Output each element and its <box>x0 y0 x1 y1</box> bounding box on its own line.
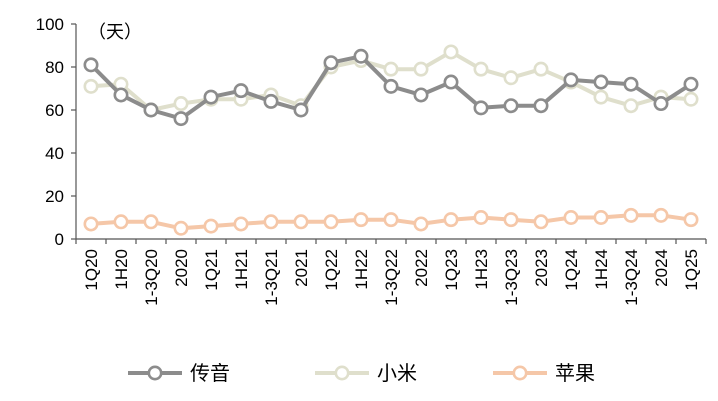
x-tick-label: 1-3Q21 <box>262 249 281 306</box>
data-point <box>653 96 669 112</box>
y-tick-label: 0 <box>55 230 64 249</box>
legend-item: 传音 <box>128 361 230 385</box>
x-tick-label: 1Q22 <box>322 249 341 291</box>
data-point <box>503 212 519 228</box>
data-point <box>683 212 699 228</box>
x-tick-label: 1Q25 <box>682 249 701 291</box>
data-point <box>683 91 699 107</box>
data-point <box>653 207 669 223</box>
y-tick-label: 60 <box>45 101 64 120</box>
axes: 0 20 40 60 80 100 1Q20 1H20 1-3Q20 2020 1Q21 1H21 1-… <box>36 15 707 306</box>
x-tick-label: 2024 <box>652 249 671 287</box>
data-point <box>563 72 579 88</box>
data-point <box>533 61 549 77</box>
series-layer <box>83 44 699 236</box>
data-point <box>113 214 129 230</box>
data-point <box>443 44 459 60</box>
data-point <box>503 98 519 114</box>
series-0 <box>83 48 699 127</box>
data-point <box>173 96 189 112</box>
data-point <box>353 48 369 64</box>
data-point <box>623 98 639 114</box>
data-point <box>293 214 309 230</box>
data-point <box>203 89 219 105</box>
x-tick-label: 2022 <box>412 249 431 287</box>
x-tick-label: 1-3Q22 <box>382 249 401 306</box>
x-tick-label: 1-3Q20 <box>142 249 161 306</box>
data-point <box>233 216 249 232</box>
data-point <box>83 78 99 94</box>
data-point <box>173 111 189 127</box>
data-point <box>263 214 279 230</box>
data-point <box>383 78 399 94</box>
data-point <box>83 57 99 73</box>
y-tick-label: 100 <box>36 15 64 34</box>
data-point <box>323 55 339 71</box>
data-point <box>233 83 249 99</box>
data-point <box>623 207 639 223</box>
x-tick-label: 1H21 <box>232 249 251 290</box>
data-point <box>413 216 429 232</box>
data-point <box>563 210 579 226</box>
legend: 传音 小米 苹果 <box>128 361 595 385</box>
data-point <box>593 210 609 226</box>
data-point <box>503 70 519 86</box>
data-point <box>533 214 549 230</box>
x-tick-label: 2021 <box>292 249 311 287</box>
data-point <box>293 102 309 118</box>
data-point <box>533 98 549 114</box>
legend-item: 苹果 <box>493 361 595 385</box>
x-tick-label: 1Q20 <box>82 249 101 291</box>
legend-swatch-marker <box>334 365 350 381</box>
y-unit-label: （天） <box>88 22 142 43</box>
data-point <box>593 74 609 90</box>
data-point <box>323 214 339 230</box>
legend-label: 传音 <box>190 361 230 385</box>
data-point <box>443 212 459 228</box>
x-tick-label: 1-3Q24 <box>622 249 641 306</box>
data-point <box>443 74 459 90</box>
legend-item: 小米 <box>315 361 417 385</box>
series-2 <box>83 207 699 236</box>
data-point <box>173 220 189 236</box>
data-point <box>473 100 489 116</box>
data-point <box>143 102 159 118</box>
y-tick-label: 40 <box>45 144 64 163</box>
x-tick-label: 2020 <box>172 249 191 287</box>
data-point <box>113 87 129 103</box>
data-point <box>413 61 429 77</box>
data-point <box>473 210 489 226</box>
legend-swatch-marker <box>512 365 528 381</box>
legend-label: 小米 <box>377 361 417 385</box>
x-tick-label: 1Q23 <box>442 249 461 291</box>
x-tick-label: 2023 <box>532 249 551 287</box>
data-point <box>473 61 489 77</box>
x-tick-label: 1Q21 <box>202 249 221 291</box>
legend-swatch-marker <box>147 365 163 381</box>
data-point <box>623 76 639 92</box>
data-point <box>383 212 399 228</box>
y-tick-label: 20 <box>45 187 64 206</box>
data-point <box>683 76 699 92</box>
data-point <box>263 93 279 109</box>
x-tick-label: 1H22 <box>352 249 371 290</box>
y-tick-label: 80 <box>45 58 64 77</box>
data-point <box>593 89 609 105</box>
x-tick-label: 1H20 <box>112 249 131 290</box>
legend-label: 苹果 <box>555 361 595 385</box>
data-point <box>83 216 99 232</box>
x-tick-label: 1H23 <box>472 249 491 290</box>
x-tick-label: 1Q24 <box>562 249 581 291</box>
data-point <box>413 87 429 103</box>
data-point <box>353 212 369 228</box>
data-point <box>203 218 219 234</box>
data-point <box>143 214 159 230</box>
x-tick-label: 1-3Q23 <box>502 249 521 306</box>
x-tick-label: 1H24 <box>592 249 611 290</box>
data-point <box>383 61 399 77</box>
